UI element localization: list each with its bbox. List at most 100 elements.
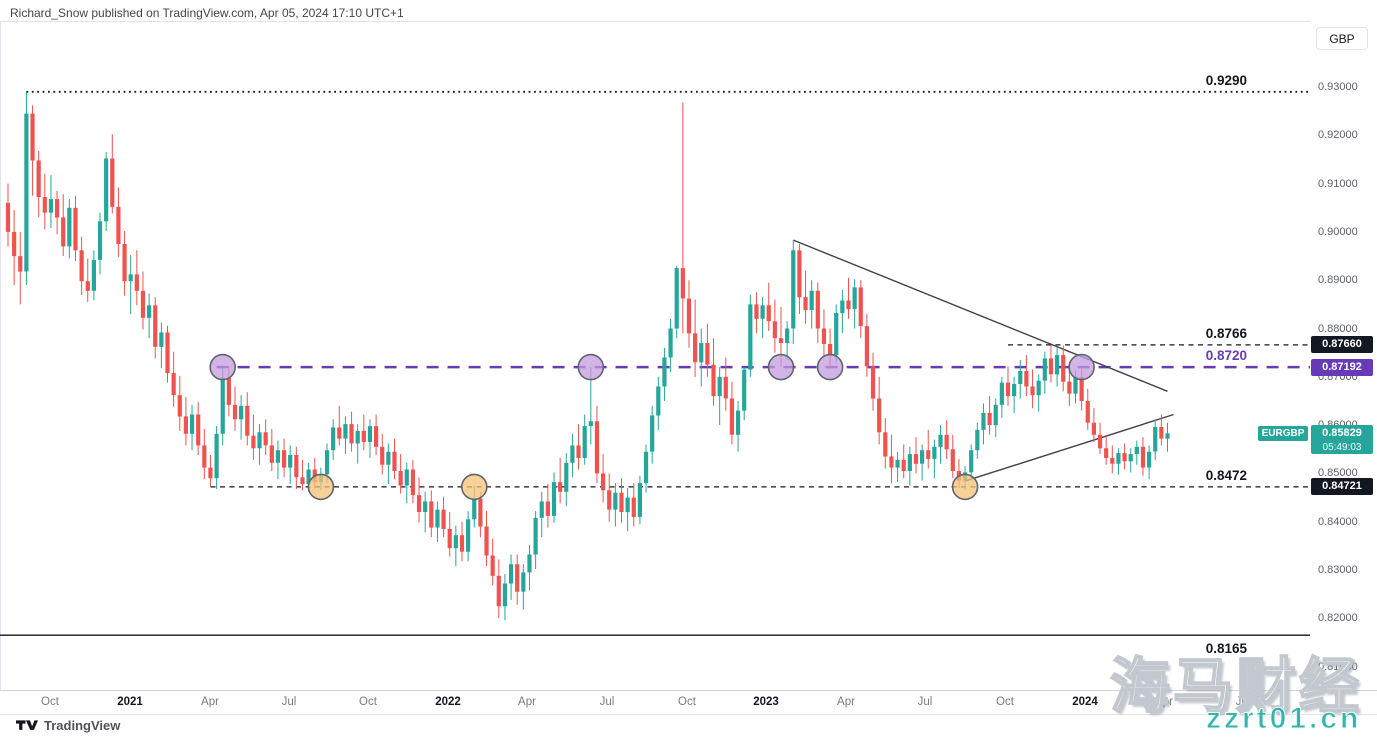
candle	[300, 459, 305, 491]
level-price-badge: 0.84721	[1311, 477, 1373, 495]
x-axis-tick: Oct	[678, 696, 696, 708]
y-axis-tick: 0.89000	[1318, 274, 1358, 287]
candle	[613, 483, 618, 527]
candle	[294, 446, 299, 489]
candle	[12, 210, 17, 285]
candle	[1159, 414, 1164, 446]
touch-marker-resistance[interactable]	[577, 353, 605, 381]
candle	[521, 564, 526, 610]
candle	[539, 491, 544, 538]
touch-marker-resistance[interactable]	[209, 353, 236, 381]
candle	[361, 414, 366, 451]
candle	[932, 439, 937, 479]
candle	[864, 314, 869, 377]
candle	[570, 433, 575, 478]
candle	[165, 325, 170, 383]
candle	[410, 459, 416, 504]
price-axis[interactable]: GBP 0.93000 0.92000 0.91000 0.90000 0.89000 0…	[1310, 21, 1377, 690]
candle	[251, 414, 256, 460]
candle	[1104, 435, 1109, 465]
candle	[404, 462, 409, 504]
touch-marker-support[interactable]	[951, 473, 979, 501]
currency-toggle-button[interactable]: GBP	[1316, 27, 1368, 50]
level-label: 0.8720	[1206, 348, 1247, 363]
candle	[54, 190, 60, 235]
touch-marker-resistance[interactable]	[1068, 353, 1095, 381]
chart-frame-left-border	[0, 21, 1, 713]
candle	[24, 91, 29, 285]
touch-marker-resistance[interactable]	[767, 353, 795, 381]
candle	[331, 419, 336, 460]
touch-marker-support[interactable]	[307, 473, 335, 501]
time-axis[interactable]: Oct 2021 Apr Jul Oct 2022 Apr Jul Oct 2023 Apr Jul O…	[0, 690, 1377, 715]
tradingview-attribution[interactable]: TradingView	[16, 718, 120, 733]
candle	[1085, 388, 1090, 430]
candle	[944, 420, 949, 459]
candle	[883, 417, 888, 469]
candle	[429, 490, 434, 538]
candle	[441, 496, 446, 538]
y-axis-tick: 0.91000	[1318, 177, 1358, 190]
candle	[729, 381, 735, 445]
candle	[496, 559, 501, 619]
candle	[337, 405, 342, 446]
touch-marker-resistance[interactable]	[816, 353, 844, 381]
candle	[999, 376, 1004, 418]
last-price-value: 0.85829	[1322, 427, 1362, 440]
last-price-badge: 0.85829 05:49:03	[1311, 425, 1373, 455]
candle	[901, 444, 906, 479]
candle	[183, 397, 189, 446]
candle	[147, 293, 152, 339]
candle	[171, 351, 176, 407]
candle	[355, 424, 360, 464]
candle	[760, 297, 765, 339]
candle	[993, 398, 998, 438]
candle	[30, 105, 35, 196]
candle	[423, 491, 428, 533]
candle	[840, 289, 845, 334]
candle	[723, 357, 728, 411]
candle	[1091, 408, 1096, 442]
candle	[128, 255, 133, 314]
candle	[699, 328, 704, 387]
x-axis-tick: Apr	[837, 696, 855, 708]
candle	[895, 451, 900, 483]
level-label: 0.8766	[1206, 326, 1248, 341]
candle	[208, 455, 213, 487]
candle	[61, 194, 66, 257]
candle	[281, 438, 287, 478]
candle	[398, 454, 403, 494]
candle	[48, 174, 54, 228]
candle	[809, 280, 814, 329]
candle	[232, 386, 238, 431]
y-axis-tick: 0.85000	[1318, 467, 1358, 480]
touch-marker-support[interactable]	[460, 473, 488, 501]
trendline[interactable]	[964, 413, 1174, 482]
candle	[680, 102, 685, 334]
candle	[766, 282, 771, 331]
candle	[1153, 419, 1158, 460]
candle	[435, 501, 440, 542]
candle	[650, 405, 655, 464]
candle	[527, 544, 532, 591]
candle	[288, 445, 293, 484]
candle	[1128, 448, 1133, 473]
candle	[558, 457, 563, 504]
candle	[1147, 445, 1152, 480]
candle	[748, 294, 753, 377]
candle	[705, 323, 710, 377]
candle	[938, 425, 943, 464]
tradingview-logo-icon	[16, 720, 38, 730]
trendline[interactable]	[793, 239, 1168, 392]
candle	[478, 491, 483, 538]
candle	[1122, 443, 1127, 470]
candle	[214, 426, 219, 489]
candle	[981, 403, 986, 445]
x-axis-tick: 2024	[1072, 696, 1098, 708]
candle	[515, 554, 520, 605]
candle	[772, 299, 777, 353]
y-axis-tick: 0.81000	[1318, 660, 1358, 673]
candle	[913, 437, 919, 474]
candle	[459, 521, 465, 562]
